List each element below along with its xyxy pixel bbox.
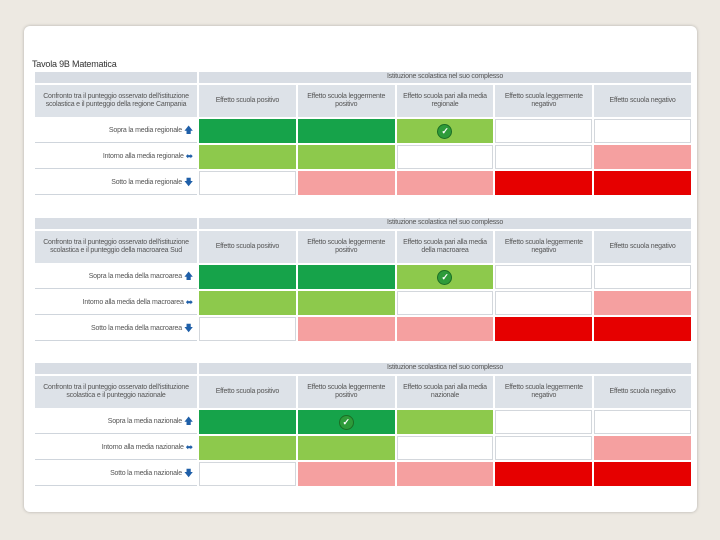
row-label: Sopra la media nazionale 🡅 (35, 410, 197, 434)
row-label: Intorno alla media nazionale ⬌ (35, 436, 197, 460)
arrow-down-icon: 🡇 (183, 468, 193, 479)
col-header: Effetto scuola leggermente negativo (495, 231, 593, 263)
comparison-table-macroarea: Istituzione scolastica nel suo complesso… (33, 216, 693, 343)
col-header: Effetto scuola positivo (199, 231, 296, 263)
page-title: Tavola 9B Matematica (32, 59, 117, 69)
arrow-left-right-icon: ⬌ (185, 442, 194, 453)
cell (396, 317, 494, 341)
cell (396, 410, 494, 434)
cell (594, 171, 691, 195)
arrow-up-icon: 🡅 (183, 271, 193, 282)
arrow-left-right-icon: ⬌ (185, 297, 194, 308)
arrow-up-icon: 🡅 (183, 416, 193, 427)
cell (199, 119, 296, 143)
cell (594, 410, 691, 434)
cell (297, 265, 395, 289)
table-band: Istituzione scolastica nel suo complesso (199, 363, 691, 374)
cell: ✓ (396, 265, 494, 289)
row-label: Intorno alla media della macroarea ⬌ (35, 291, 197, 315)
table-header: Confronto tra il punteggio osservato del… (35, 231, 197, 263)
arrow-left-right-icon: ⬌ (185, 151, 194, 162)
col-header: Effetto scuola positivo (199, 376, 296, 408)
row-label: Sotto la media della macroarea 🡇 (35, 317, 197, 341)
cell (495, 145, 593, 169)
col-header: Effetto scuola leggermente positivo (297, 376, 395, 408)
cell (199, 436, 296, 460)
check-circle-icon: ✓ (438, 270, 452, 284)
cell (297, 462, 395, 486)
cell (297, 317, 395, 341)
row-label: Intorno alla media regionale ⬌ (35, 145, 197, 169)
col-header: Effetto scuola pari alla media nazionale (396, 376, 494, 408)
cell: ✓ (297, 410, 395, 434)
cell (495, 119, 593, 143)
cell (396, 145, 494, 169)
cell (495, 291, 593, 315)
col-header: Effetto scuola leggermente positivo (297, 231, 395, 263)
arrow-down-icon: 🡇 (183, 177, 193, 188)
col-header: Effetto scuola leggermente negativo (495, 376, 593, 408)
col-header: Effetto scuola negativo (594, 231, 691, 263)
cell (495, 265, 593, 289)
col-header: Effetto scuola positivo (199, 85, 296, 117)
comparison-table-national: Istituzione scolastica nel suo complesso… (33, 361, 693, 488)
cell (594, 436, 691, 460)
row-label: Sopra la media regionale 🡅 (35, 119, 197, 143)
table-band: Istituzione scolastica nel suo complesso (199, 72, 691, 83)
cell (495, 410, 593, 434)
cell (199, 462, 296, 486)
cell (495, 171, 593, 195)
cell (594, 119, 691, 143)
row-label: Sotto la media nazionale 🡇 (35, 462, 197, 486)
cell (199, 265, 296, 289)
table-header: Confronto tra il punteggio osservato del… (35, 85, 197, 117)
cell (199, 291, 296, 315)
cell: ✓ (396, 119, 494, 143)
check-circle-icon: ✓ (339, 415, 353, 429)
cell (297, 119, 395, 143)
cell (495, 462, 593, 486)
cell (199, 145, 296, 169)
check-circle-icon: ✓ (438, 124, 452, 138)
col-header: Effetto scuola pari alla media della mac… (396, 231, 494, 263)
cell (495, 317, 593, 341)
arrow-up-icon: 🡅 (183, 125, 193, 136)
cell (199, 171, 296, 195)
cell (199, 317, 296, 341)
cell (297, 171, 395, 195)
table-band: Istituzione scolastica nel suo complesso (199, 218, 691, 229)
cell (396, 462, 494, 486)
col-header: Effetto scuola pari alla media regionale (396, 85, 494, 117)
cell (297, 145, 395, 169)
cell (297, 436, 395, 460)
cell (594, 317, 691, 341)
cell (396, 171, 494, 195)
row-label: Sopra la media della macroarea 🡅 (35, 265, 197, 289)
cell (199, 410, 296, 434)
cell (594, 265, 691, 289)
col-header: Effetto scuola negativo (594, 376, 691, 408)
cell (594, 462, 691, 486)
row-label: Sotto la media regionale 🡇 (35, 171, 197, 195)
cell (396, 291, 494, 315)
arrow-down-icon: 🡇 (183, 323, 193, 334)
cell (594, 291, 691, 315)
col-header: Effetto scuola leggermente negativo (495, 85, 593, 117)
cell (297, 291, 395, 315)
cell (495, 436, 593, 460)
col-header: Effetto scuola leggermente positivo (297, 85, 395, 117)
col-header: Effetto scuola negativo (594, 85, 691, 117)
cell (594, 145, 691, 169)
comparison-table-regional: Istituzione scolastica nel suo complesso… (33, 70, 693, 197)
table-header: Confronto tra il punteggio osservato del… (35, 376, 197, 408)
cell (396, 436, 494, 460)
